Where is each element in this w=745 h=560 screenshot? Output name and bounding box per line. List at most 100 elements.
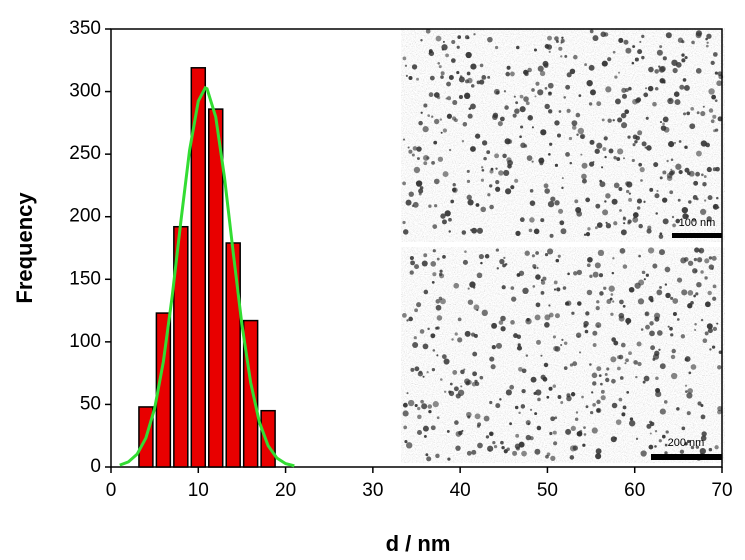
particle [423, 289, 429, 295]
particle [536, 266, 539, 269]
particle [493, 88, 500, 95]
particle [706, 166, 712, 173]
particle [659, 285, 662, 289]
particle [694, 328, 697, 332]
particle [484, 253, 490, 259]
particle [595, 453, 602, 460]
particle [564, 54, 568, 58]
particle [714, 445, 719, 450]
y-tick-label: 250 [69, 143, 101, 164]
particle [678, 140, 682, 143]
particle [423, 161, 428, 166]
particle [457, 35, 462, 39]
particle [671, 348, 676, 354]
particle [412, 342, 419, 349]
particle [662, 122, 665, 126]
particle [664, 266, 671, 273]
particle [531, 88, 535, 92]
particle [519, 135, 522, 139]
particle [690, 364, 697, 370]
particle [619, 299, 624, 305]
particle [623, 39, 629, 45]
particle [575, 112, 581, 118]
particle [416, 77, 419, 81]
particle [499, 398, 502, 401]
particle [440, 71, 445, 76]
particle [654, 430, 658, 433]
particle [584, 329, 589, 334]
particle [670, 354, 676, 360]
particle [657, 330, 663, 336]
particle [463, 92, 471, 100]
particle [493, 445, 498, 449]
particle [566, 108, 571, 113]
particle [460, 369, 465, 375]
particle [544, 253, 549, 257]
particle [542, 60, 549, 67]
particle [599, 291, 604, 296]
particle [592, 403, 596, 407]
x-tick-label: 70 [711, 480, 732, 501]
particle [471, 382, 477, 387]
particle [523, 144, 528, 148]
particle [665, 430, 669, 434]
particle [547, 35, 552, 41]
particle [449, 382, 453, 386]
particle [581, 173, 587, 180]
particle [554, 120, 560, 126]
particle [419, 329, 425, 334]
particle [470, 84, 475, 88]
particle [575, 332, 582, 338]
particle [641, 270, 646, 275]
particle [632, 143, 636, 147]
particle [658, 66, 665, 73]
particle [608, 285, 615, 292]
particle [414, 366, 420, 372]
scale-bar [672, 233, 722, 238]
particle [549, 431, 553, 436]
particle [495, 248, 499, 252]
particle [544, 322, 550, 328]
particle [700, 110, 706, 117]
particle [627, 221, 631, 225]
particle [605, 193, 611, 199]
particle [526, 155, 533, 161]
particle [566, 395, 572, 402]
particle [550, 196, 556, 202]
particle [477, 442, 483, 449]
particle [707, 328, 713, 334]
particle [659, 408, 666, 415]
particle [708, 447, 713, 452]
particle [524, 250, 530, 256]
particle [455, 445, 461, 451]
particle [705, 37, 708, 41]
particle [628, 192, 631, 195]
particle [637, 361, 642, 367]
particle [528, 228, 533, 233]
particle [681, 206, 689, 214]
particle [633, 360, 638, 365]
particle [486, 150, 491, 155]
particle [708, 264, 715, 270]
particle [519, 94, 524, 99]
particle [425, 453, 429, 457]
particle [451, 338, 454, 341]
particle [417, 406, 421, 411]
particle [704, 331, 709, 336]
particle [533, 391, 537, 395]
particle [659, 176, 663, 180]
particle [618, 71, 621, 74]
particle [446, 430, 450, 433]
particle [533, 228, 540, 235]
x-tick-label: 50 [537, 480, 558, 501]
particle [712, 296, 717, 301]
particle [558, 208, 564, 214]
particle [667, 325, 670, 328]
particle [688, 371, 692, 375]
particle [708, 88, 715, 95]
particle [536, 339, 541, 345]
particle [704, 258, 710, 264]
particle [512, 450, 518, 456]
particle [673, 91, 680, 98]
particle [656, 49, 663, 56]
